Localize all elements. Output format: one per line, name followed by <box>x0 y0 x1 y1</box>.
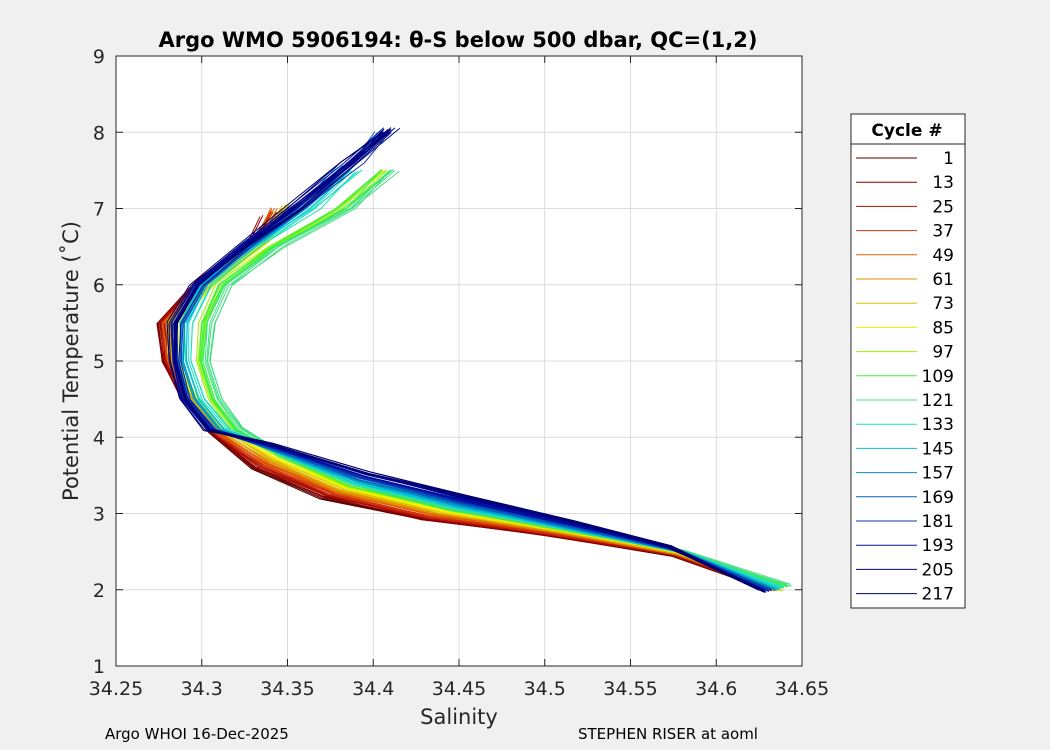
trace-line <box>195 170 784 588</box>
traces <box>156 127 792 593</box>
legend-title: Cycle # <box>871 121 942 141</box>
y-axis-label: Potential Temperature (˚C) <box>59 221 83 501</box>
legend-entry: 133 <box>922 415 954 435</box>
legend-entry: 157 <box>922 464 954 484</box>
y-tick-label: 1 <box>93 656 105 678</box>
trace-line <box>204 170 787 585</box>
y-tick-label: 9 <box>93 46 105 68</box>
legend-entry: 13 <box>932 173 954 193</box>
legend-entry: 217 <box>922 585 954 605</box>
y-tick-label: 2 <box>93 580 105 602</box>
legend-entry: 145 <box>922 439 954 459</box>
trace-line <box>166 131 760 591</box>
legend-entry: 205 <box>922 560 954 580</box>
legend-entry: 73 <box>932 294 954 314</box>
y-tick-label: 5 <box>93 351 105 373</box>
x-tick-label: 34.5 <box>524 678 566 700</box>
trace-line <box>175 132 766 593</box>
legend-entry: 37 <box>932 222 954 242</box>
legend-entry: 109 <box>922 367 954 387</box>
footer-left: Argo WHOI 16-Dec-2025 <box>105 725 289 743</box>
legend-box <box>850 113 966 609</box>
legend-entry: 181 <box>922 512 954 532</box>
x-tick-label: 34.35 <box>260 678 314 700</box>
legend-items: 1 13 25 37 49 61 73 85 97 109 121 133 145 157 169 181 19… <box>856 149 954 605</box>
trace-line <box>173 129 765 593</box>
series-217 <box>166 130 766 593</box>
legend-entry: 1 <box>943 149 954 169</box>
y-tick-label: 3 <box>93 504 105 526</box>
y-tick-label: 6 <box>93 275 105 297</box>
legend-entry: 61 <box>932 270 954 290</box>
legend-entry: 49 <box>932 246 954 266</box>
legend-entry: 97 <box>932 343 954 363</box>
y-tick-label: 4 <box>93 427 105 449</box>
x-tick-label: 34.45 <box>432 678 486 700</box>
y-tick-labels: 1 2 3 4 5 6 7 8 9 <box>93 46 105 678</box>
x-tick-label: 34.25 <box>89 678 143 700</box>
y-tick-label: 7 <box>93 199 105 221</box>
trace-line <box>174 130 766 592</box>
legend: Cycle # 1 13 25 37 49 61 73 85 97 109 121 133 145 157… <box>850 113 966 609</box>
x-axis-label: Salinity <box>420 705 498 729</box>
x-tick-label: 34.65 <box>775 678 829 700</box>
series-193 <box>170 127 770 592</box>
legend-entry: 85 <box>932 318 954 338</box>
x-tick-labels: 34.25 34.3 34.35 34.4 34.45 34.5 34.55 34.6 34.6… <box>89 678 829 700</box>
legend-entry: 193 <box>922 536 954 556</box>
legend-entry: 169 <box>922 488 954 508</box>
x-tick-label: 34.3 <box>181 678 223 700</box>
y-tick-label: 8 <box>93 122 105 144</box>
x-tick-label: 34.4 <box>352 678 394 700</box>
legend-entry: 121 <box>922 391 954 411</box>
x-tick-label: 34.6 <box>695 678 737 700</box>
legend-entry: 25 <box>932 197 954 217</box>
ticks <box>115 55 803 667</box>
footer-right: STEPHEN RISER at aoml <box>578 725 758 743</box>
chart-title: Argo WMO 5906194: θ-S below 500 dbar, QC… <box>159 28 758 52</box>
x-tick-label: 34.55 <box>603 678 657 700</box>
